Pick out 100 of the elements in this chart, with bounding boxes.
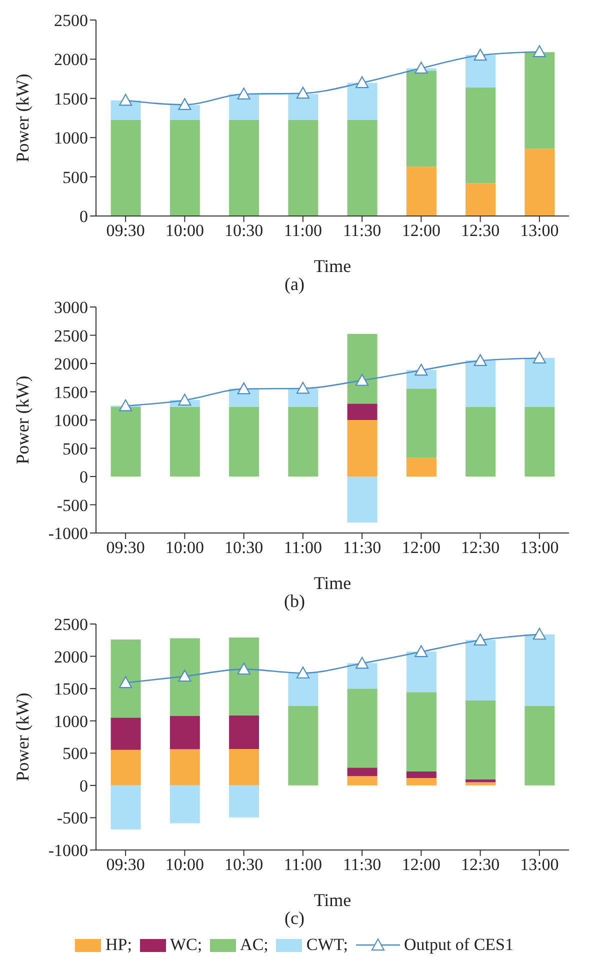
- bar: [110, 785, 141, 830]
- y-tick-label: 1500: [54, 680, 88, 699]
- bar: [170, 120, 200, 216]
- y-tick-label: 2000: [54, 647, 88, 666]
- y-tick-label: 500: [62, 168, 88, 187]
- bar: [229, 748, 260, 786]
- bar: [406, 388, 436, 458]
- x-tick-label: 10:00: [165, 538, 204, 558]
- x-tick-label: 12:00: [402, 855, 441, 874]
- bar: [347, 420, 378, 476]
- x-tick-label: 11:30: [343, 221, 382, 240]
- bar: [347, 768, 378, 776]
- x-tick-label: 13:00: [520, 538, 559, 558]
- x-tick-label: 12:30: [460, 538, 500, 558]
- y-tick-label: 2500: [54, 11, 88, 30]
- point: [356, 374, 369, 386]
- bar: [288, 706, 318, 786]
- point: [296, 666, 310, 678]
- bar: [229, 785, 260, 818]
- y-tick-label: 2500: [54, 615, 88, 634]
- y-tick-label: 1000: [54, 411, 88, 430]
- bar: [229, 120, 260, 216]
- text: (c): [284, 908, 304, 928]
- x-tick-label: 13:00: [520, 221, 559, 240]
- point: [474, 48, 487, 61]
- bar: [347, 404, 378, 420]
- point: [414, 645, 428, 658]
- bar: [466, 640, 496, 700]
- bar: [466, 54, 496, 88]
- bar: [524, 706, 555, 786]
- y-tick-label: 1500: [54, 382, 88, 402]
- point: [296, 86, 310, 99]
- bar: [406, 166, 436, 216]
- bar: [170, 716, 200, 750]
- y-tick-label: -500: [56, 496, 88, 515]
- y-tick-label: 2000: [54, 50, 88, 70]
- x-tick-label: 12:00: [402, 221, 441, 240]
- text: (b): [284, 591, 305, 611]
- bar: [347, 663, 378, 689]
- bar: [170, 749, 200, 786]
- point: [474, 354, 487, 366]
- legend-label: WC;: [170, 935, 202, 955]
- bar: [466, 360, 496, 408]
- bar: [406, 692, 436, 772]
- bar: [288, 673, 318, 706]
- y-tick-label: 500: [62, 744, 88, 764]
- point: [414, 364, 428, 376]
- point: [237, 88, 250, 100]
- bar: [524, 358, 555, 408]
- y-tick-label: 500: [62, 439, 88, 458]
- x-tick-label: 09:30: [106, 538, 145, 558]
- bar: [347, 334, 378, 404]
- bar: [288, 407, 318, 476]
- bar: [406, 778, 436, 786]
- x-axis-title: Time: [314, 573, 352, 593]
- x-tick-label: 09:30: [106, 855, 145, 874]
- bar: [347, 120, 378, 216]
- bar: [524, 52, 555, 149]
- y-axis-title: Power (kW): [12, 74, 32, 162]
- y-tick-label: -1000: [48, 524, 88, 544]
- bar: [288, 94, 318, 120]
- bar: [347, 688, 378, 768]
- bar: [406, 458, 436, 476]
- y-tick-label: 2000: [54, 354, 88, 374]
- bar: [347, 82, 378, 120]
- bar: [110, 718, 141, 750]
- point: [119, 94, 132, 106]
- point: [356, 656, 369, 669]
- bar: [466, 700, 496, 780]
- bar: [406, 70, 436, 167]
- x-tick-label: 12:30: [460, 221, 500, 240]
- x-tick-label: 11:30: [343, 855, 382, 874]
- x-tick-label: 12:00: [402, 538, 441, 558]
- y-tick-label: 2500: [54, 326, 88, 346]
- bar: [229, 715, 260, 749]
- legend-label: Output of CES1: [404, 935, 514, 955]
- x-tick-label: 10:30: [224, 855, 264, 874]
- point: [178, 394, 192, 406]
- x-tick-label: 11:30: [343, 538, 382, 558]
- x-axis-title: Time: [314, 890, 352, 910]
- bar: [406, 651, 436, 692]
- point: [237, 662, 250, 675]
- point: [119, 399, 132, 412]
- bar: [229, 407, 260, 476]
- bar: [347, 776, 378, 786]
- point: [356, 76, 369, 88]
- y-tick-label: 1000: [54, 712, 88, 731]
- point: [532, 45, 546, 58]
- bar: [170, 638, 200, 716]
- bar: [110, 750, 141, 786]
- point: [414, 62, 428, 74]
- point: [178, 670, 192, 682]
- y-tick-label: 0: [80, 776, 88, 796]
- point: [474, 634, 487, 646]
- x-tick-label: 13:00: [520, 855, 559, 874]
- x-tick-label: 09:30: [106, 221, 145, 240]
- x-tick-label: 12:30: [460, 855, 500, 874]
- point: [532, 352, 546, 364]
- y-tick-label: 3000: [54, 298, 88, 318]
- bar: [466, 407, 496, 476]
